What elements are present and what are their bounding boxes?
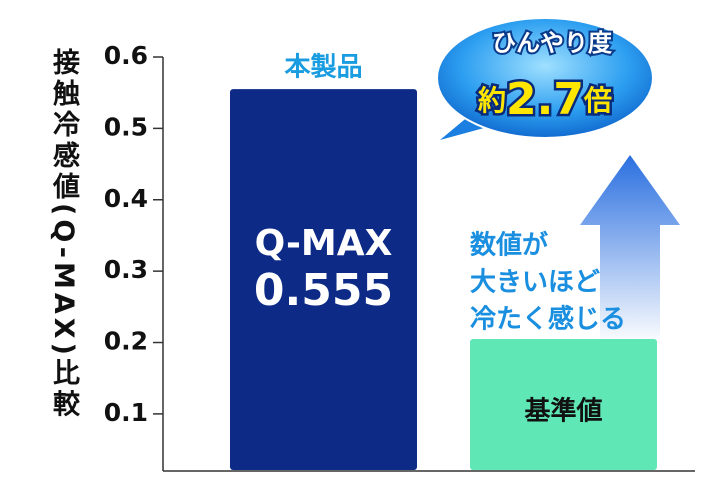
bubble-suffix: 倍 [583, 84, 612, 117]
y-tick-label: 0.5 [104, 112, 148, 141]
y-tick-label: 0.3 [104, 255, 148, 284]
y-tick-label: 0.6 [104, 41, 148, 70]
y-tick-label: 0.2 [104, 327, 148, 356]
bubble-number: 2.7 [506, 74, 584, 125]
bar [230, 89, 417, 470]
bubble-title: ひんやり度 [492, 29, 612, 57]
arrow [580, 155, 680, 345]
note-line: 数値が [470, 230, 548, 261]
category-label: 基準値 [524, 396, 602, 427]
y-axis-label: 接触冷感値(Q-MAX)比較 [48, 48, 79, 421]
bubble-ratio: 約2.7倍 [477, 74, 612, 125]
y-tick-label: 0.1 [104, 398, 148, 427]
bar-label: Q-MAX [255, 223, 393, 264]
bar [470, 338, 657, 470]
bubble [436, 17, 654, 139]
bubble-prefix: 約 [477, 84, 506, 117]
category-label: 本製品 [284, 53, 362, 83]
note-line: 大きいほど [470, 268, 600, 298]
y-tick-label: 0.4 [104, 184, 148, 213]
value-label: 0.555 [254, 265, 393, 316]
note-line: 冷たく感じる [470, 304, 626, 335]
